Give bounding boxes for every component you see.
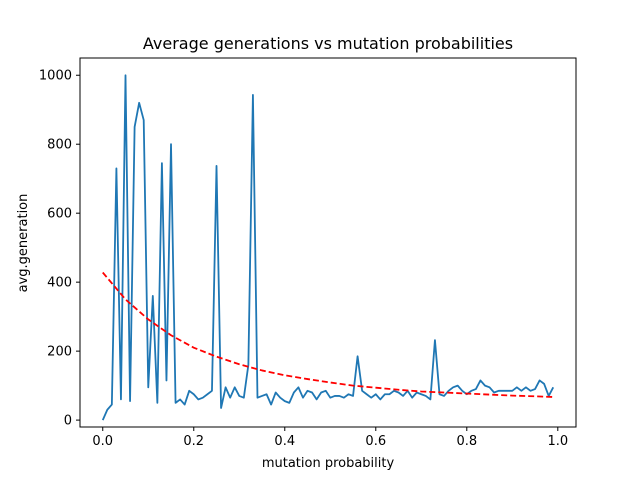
chart-title: Average generations vs mutation probabil…: [143, 34, 513, 53]
y-axis-label: avg.generation: [16, 194, 31, 293]
y-tick-label: 600: [47, 207, 72, 222]
y-tick-label: 1000: [39, 69, 72, 84]
x-tick-label: 0.8: [456, 434, 477, 449]
trend-line-dashed: [102, 271, 554, 398]
data-series-line: [101, 74, 555, 421]
y-tick-label: 800: [47, 138, 72, 153]
x-tick-label: 1.0: [547, 434, 568, 449]
x-axis-ticks: 0.0 0.2 0.4 0.6 0.8 1.0: [92, 427, 568, 449]
x-tick-label: 0.0: [92, 434, 113, 449]
plot-area: [101, 74, 555, 421]
plot-frame: [79, 57, 577, 428]
y-tick-label: 0: [64, 414, 72, 429]
x-tick-label: 0.2: [183, 434, 204, 449]
x-tick-label: 0.6: [365, 434, 386, 449]
y-tick-label: 200: [47, 345, 72, 360]
x-tick-label: 0.4: [274, 434, 295, 449]
x-axis-label: mutation probability: [262, 456, 395, 471]
y-tick-label: 400: [47, 276, 72, 291]
y-axis-ticks: 0 200 400 600 800 1000: [39, 69, 80, 429]
